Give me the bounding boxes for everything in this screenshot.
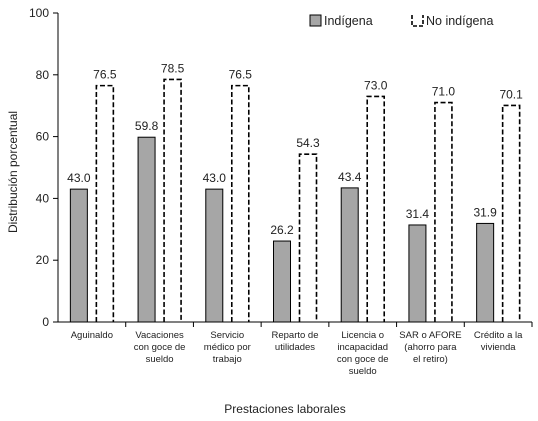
y-tick-label: 0: [42, 315, 49, 329]
bar-indigena: [340, 187, 359, 323]
x-axis-title: Prestaciones laborales: [224, 402, 345, 416]
x-tick-label: Servicio médico por trabajo: [204, 330, 251, 365]
legend-label-no-indigena: No indígena: [426, 14, 493, 28]
data-label-no-indigena: 73.0: [364, 78, 388, 92]
data-label-no-indigena: 76.5: [93, 68, 117, 82]
bar-no-indigena: [501, 104, 521, 322]
axes: 0 20 40 60 80 100: [29, 6, 533, 329]
bar-no-indigena: [366, 95, 386, 322]
legend-swatch-no-indigena: [411, 15, 424, 27]
bar-indigena: [476, 222, 495, 323]
bar-no-indigena: [163, 78, 182, 322]
data-label-no-indigena: 76.5: [229, 68, 253, 82]
x-tick-label: SAR o AFORE (ahorro para el retiro): [399, 330, 461, 365]
y-tick-label: 100: [29, 6, 49, 20]
bar-indigena: [137, 136, 156, 323]
bar-no-indigena: [298, 153, 318, 322]
y-tick-label: 80: [36, 68, 50, 82]
legend: Indígena No indígena: [309, 14, 493, 28]
x-tick-label: Aguinaldo: [71, 330, 113, 341]
data-label-no-indigena: 70.1: [499, 87, 523, 101]
bar-indigena: [273, 240, 291, 323]
bar-no-indigena: [230, 84, 250, 322]
bar-indigena: [205, 188, 224, 323]
x-tick-label: Reparto de utilidades: [271, 330, 318, 353]
data-label-indigena: 31.9: [473, 205, 497, 219]
category-labels: Aguinaldo Vacaciones con goce de sueldo Serv…: [71, 330, 523, 377]
bar-indigena: [69, 188, 88, 323]
x-tick-label: Licencia o incapacidad con goce de sueldo: [337, 330, 389, 377]
bars: [69, 78, 521, 323]
data-label-indigena: 43.0: [203, 171, 227, 185]
bar-no-indigena: [95, 84, 115, 322]
data-label-indigena: 43.0: [67, 171, 91, 185]
x-tick-label: Vacaciones con goce de sueldo: [134, 330, 186, 365]
bar-indigena: [408, 224, 427, 323]
data-label-indigena: 59.8: [135, 119, 159, 133]
data-label-no-indigena: 71.0: [432, 85, 456, 99]
data-label-indigena: 26.2: [270, 223, 294, 237]
y-tick-label: 20: [36, 253, 50, 267]
y-tick-label: 40: [36, 191, 50, 205]
y-axis-title: Distribución porcentual: [6, 111, 20, 233]
x-tick-label: Crédito a la vivienda: [474, 330, 523, 353]
y-tick-label: 60: [36, 130, 50, 144]
data-label-indigena: 43.4: [338, 170, 362, 184]
data-label-no-indigena: 54.3: [296, 136, 320, 150]
data-labels: 43.0 76.5 59.8 78.5 43.0 76.5 26.2 54.3 43.4 73.0…: [67, 61, 523, 237]
data-label-no-indigena: 78.5: [161, 61, 185, 75]
legend-swatch-indigena: [309, 14, 322, 27]
data-label-indigena: 31.4: [406, 207, 430, 221]
legend-label-indigena: Indígena: [324, 14, 373, 28]
bar-no-indigena: [434, 101, 453, 322]
